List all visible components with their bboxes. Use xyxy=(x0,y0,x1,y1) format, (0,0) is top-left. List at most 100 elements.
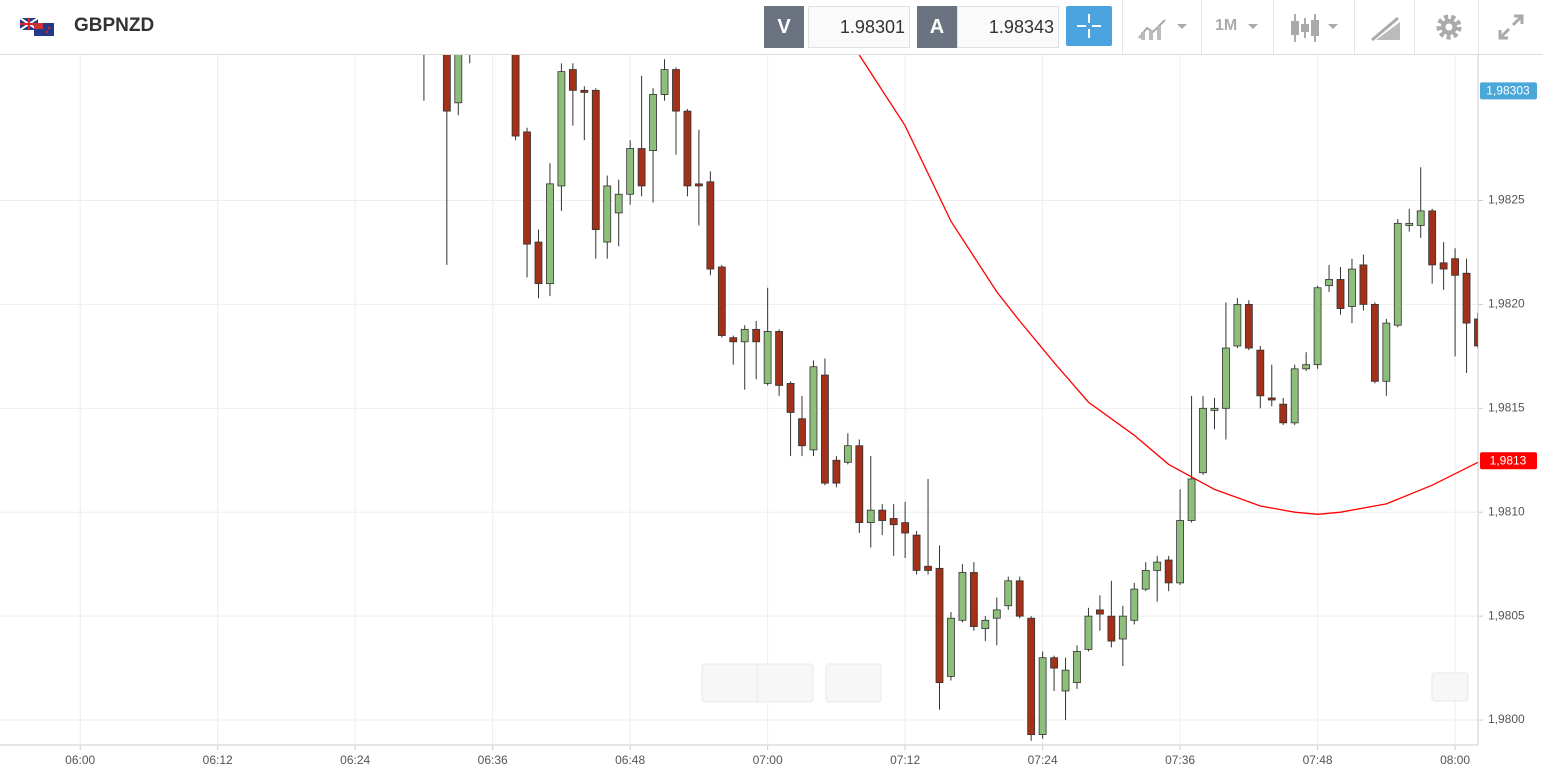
candle-body xyxy=(775,331,784,386)
candle-body xyxy=(1474,318,1478,347)
candle-body xyxy=(878,509,887,521)
drawing-tools-button[interactable] xyxy=(1370,14,1404,42)
candle-body xyxy=(1302,364,1311,370)
candle-body xyxy=(603,185,612,243)
x-tick-label: 07:12 xyxy=(890,753,920,767)
y-tick-label: 1,9825 xyxy=(1488,193,1525,207)
candle-body xyxy=(706,181,715,270)
candle-body xyxy=(717,266,726,336)
axes: 1,9800 1,9805 1,9810 1,9815 1,9820 1,9825 06:0… xyxy=(65,82,1537,767)
x-tick-label: 06:36 xyxy=(478,753,508,767)
candle-body xyxy=(1153,561,1162,571)
symbol[interactable]: GBPNZD xyxy=(74,15,155,36)
y-tick-label: 1,9805 xyxy=(1488,608,1525,622)
candle-body xyxy=(1290,368,1299,424)
candle-body xyxy=(614,193,623,214)
y-tick-label: 1,9800 xyxy=(1488,712,1525,726)
candle-style-button[interactable] xyxy=(1288,12,1344,44)
flag-icon xyxy=(20,18,54,36)
candle-body xyxy=(1061,669,1070,692)
candle-body xyxy=(1416,210,1425,226)
candle-body xyxy=(1084,615,1093,650)
candle-body xyxy=(924,565,932,571)
candle-body xyxy=(1325,279,1333,287)
x-tick-label: 08:00 xyxy=(1440,753,1470,767)
candle-body xyxy=(591,89,600,230)
candle-body xyxy=(958,572,967,621)
ask-button[interactable]: A xyxy=(917,6,957,48)
candle-body xyxy=(454,55,463,104)
x-tick-label: 06:00 xyxy=(65,753,95,767)
bid-button[interactable]: V xyxy=(764,6,804,48)
candle-body xyxy=(1199,407,1207,474)
bid-price: 1.98301 xyxy=(808,6,910,48)
candle-body xyxy=(1176,520,1185,584)
crosshair-button[interactable] xyxy=(1066,6,1112,46)
price-tag-label: 1,9813 xyxy=(1490,453,1527,467)
candle-body xyxy=(832,459,841,484)
candle-body xyxy=(1107,615,1116,642)
candle-body xyxy=(1141,570,1150,590)
candle-body xyxy=(672,69,680,112)
x-tick-label: 06:48 xyxy=(615,753,645,767)
candle-body xyxy=(866,509,875,524)
settings-button[interactable] xyxy=(1434,12,1464,42)
candle-body xyxy=(855,445,864,524)
x-tick-label: 06:12 xyxy=(203,753,233,767)
chart-type-button[interactable] xyxy=(1137,14,1193,42)
candle-body xyxy=(843,445,852,463)
price-tag-label: 1,98303 xyxy=(1486,84,1530,98)
candle-body xyxy=(660,69,669,95)
candle-body xyxy=(1164,559,1173,584)
candle-body xyxy=(580,89,589,93)
candle-body xyxy=(1027,617,1036,736)
candle-body xyxy=(821,374,829,484)
x-tick-label: 07:00 xyxy=(753,753,783,767)
nav-button[interactable] xyxy=(1431,672,1469,702)
dropdown-arrow[interactable] xyxy=(1246,14,1262,42)
price-tag xyxy=(1480,452,1537,470)
candle-body xyxy=(1267,397,1276,401)
candle-body xyxy=(1359,264,1368,305)
x-tick-label: 07:24 xyxy=(1028,753,1058,767)
timeframe[interactable]: 1M xyxy=(1215,17,1238,34)
candle-body xyxy=(798,418,806,447)
candle-body xyxy=(1187,478,1196,521)
candle-body xyxy=(1130,588,1139,621)
candle-body xyxy=(1210,407,1219,411)
candle-body xyxy=(935,567,944,684)
grid xyxy=(0,55,1478,745)
candle-body xyxy=(1405,222,1414,226)
candle-body xyxy=(1073,651,1081,684)
candle-body xyxy=(557,71,566,187)
candle-body xyxy=(1279,403,1288,424)
candle-body xyxy=(947,617,955,677)
ask-price: 1.98343 xyxy=(957,6,1059,48)
candle-body xyxy=(889,518,898,526)
candle-body xyxy=(1118,615,1127,640)
candle-body xyxy=(1038,657,1047,736)
candle-body xyxy=(1096,609,1104,615)
candle-body xyxy=(683,110,692,187)
candle-body xyxy=(1382,322,1391,382)
candle-body xyxy=(1256,349,1265,397)
candle-body xyxy=(1004,580,1013,607)
x-tick-label: 07:48 xyxy=(1303,753,1333,767)
candle-body xyxy=(1244,303,1253,349)
candle-body xyxy=(1233,303,1242,347)
candle-body xyxy=(752,328,761,343)
candle-body xyxy=(1428,210,1437,266)
candle-body xyxy=(1336,279,1345,309)
candle-body xyxy=(1370,303,1379,382)
candle-body xyxy=(637,148,646,187)
candle-body xyxy=(901,522,910,534)
candle-body xyxy=(981,619,990,630)
y-tick-label: 1,9810 xyxy=(1488,504,1525,518)
candle-body xyxy=(442,55,451,112)
candle-body xyxy=(546,183,554,285)
moving-average-line xyxy=(858,55,1478,515)
candle-body xyxy=(1393,222,1402,326)
nav-button[interactable] xyxy=(825,663,882,703)
fullscreen-button[interactable] xyxy=(1496,12,1526,42)
